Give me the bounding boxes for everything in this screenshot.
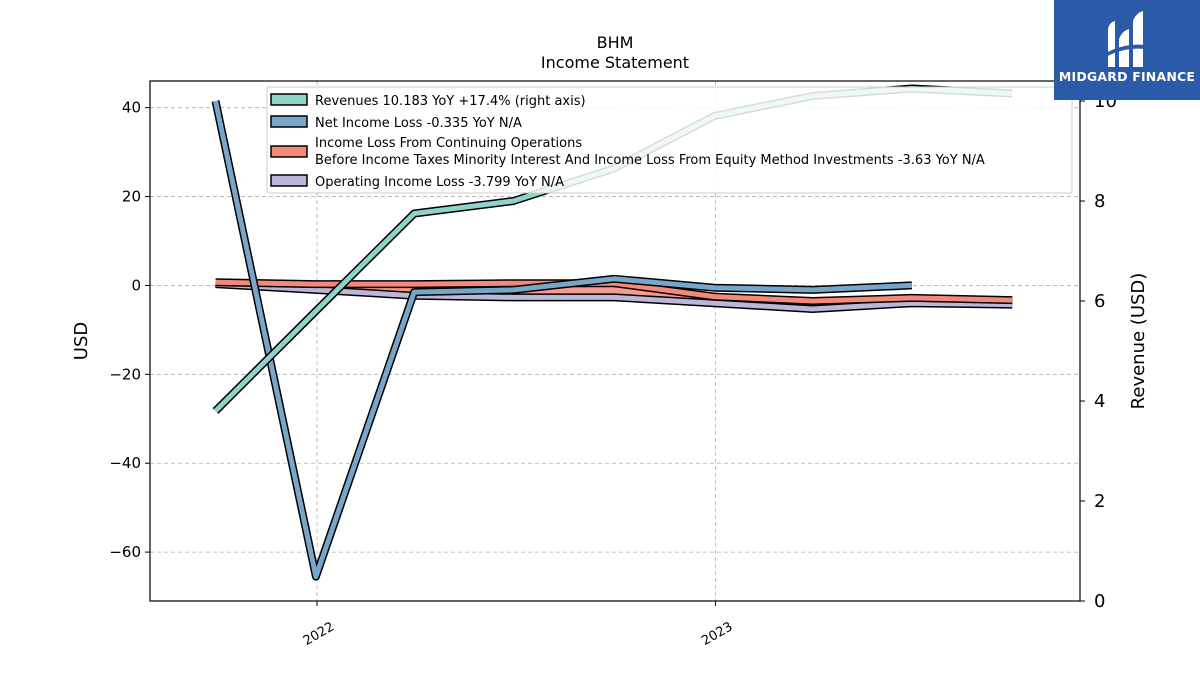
series-operating-income xyxy=(215,281,1013,312)
legend-swatch-net-income xyxy=(270,115,308,128)
series-net-income xyxy=(213,100,913,580)
y-left-tick-label: 0 xyxy=(131,276,141,294)
y-right-tick-label: 4 xyxy=(1094,391,1105,412)
y-right-tick-label: 8 xyxy=(1094,191,1105,212)
x-tick-label: 2023 xyxy=(699,619,735,649)
y-right-tick-label: 2 xyxy=(1094,491,1105,512)
legend-swatch-operating-income xyxy=(270,174,308,187)
legend-box xyxy=(266,86,1073,194)
legend-swatch-revenues xyxy=(270,93,308,106)
y-right-tick-label: 6 xyxy=(1094,291,1105,312)
chart-subtitle: Income Statement xyxy=(541,53,689,72)
plot-frame xyxy=(149,80,1081,602)
x-tick-label: 2022 xyxy=(301,619,337,649)
legend-label-revenues: Revenues 10.183 YoY +17.4% (right axis) xyxy=(315,94,586,109)
y-left-tick-label: −20 xyxy=(109,365,141,383)
midgard-logo-icon xyxy=(1106,11,1146,67)
y-axis-right-label: Revenue (USD) xyxy=(1128,273,1149,410)
legend-label-net-income: Net Income Loss -0.335 YoY N/A xyxy=(315,116,522,131)
y-right-tick-label: 0 xyxy=(1094,591,1105,612)
brand-logo: MIDGARD FINANCE xyxy=(1054,0,1200,100)
y-left-tick-label: −40 xyxy=(109,454,141,472)
legend-label-operating-income: Operating Income Loss -3.799 YoY N/A xyxy=(315,175,564,190)
brand-name: MIDGARD FINANCE xyxy=(1058,69,1196,84)
y-axis-left-label: USD xyxy=(71,322,92,360)
y-left-tick-label: −60 xyxy=(109,543,141,561)
chart-title: BHM xyxy=(597,33,634,52)
legend-label-pretax-income-line2: Before Income Taxes Minority Interest An… xyxy=(315,153,985,168)
y-left-tick-label: 20 xyxy=(122,188,141,206)
legend-label-pretax-income-line1: Income Loss From Continuing Operations xyxy=(315,136,582,151)
y-left-tick-label: 40 xyxy=(122,99,141,117)
legend-swatch-pretax-income xyxy=(270,145,308,158)
legend: Revenues 10.183 YoY +17.4% (right axis) … xyxy=(266,86,1073,194)
